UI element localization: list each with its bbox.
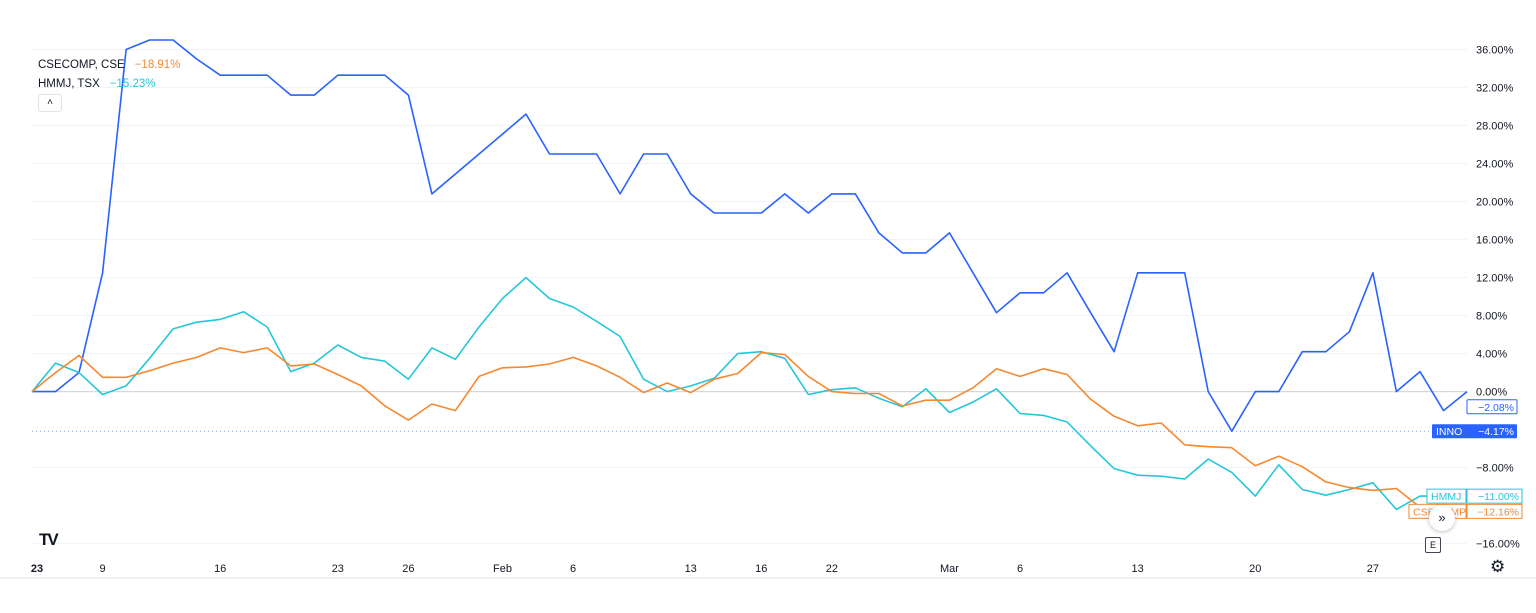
logo-text: TV [39, 530, 59, 549]
series-line-inno[interactable] [32, 39, 1468, 433]
x-tick-label: 16 [214, 563, 226, 575]
series-line-hmmj[interactable] [31, 276, 1444, 511]
y-tick-label: 16.00% [1476, 235, 1514, 247]
series-line-csecomp[interactable] [31, 347, 1421, 508]
x-tick-label: 6 [570, 563, 576, 575]
x-tick-label: 23 [31, 563, 43, 575]
gear-icon: ⚙ [1490, 557, 1506, 576]
events-button[interactable]: E [1425, 537, 1441, 553]
price-scale-box [1466, 399, 1518, 415]
x-tick-label: 22 [826, 563, 838, 575]
legend-symbol: HMMJ, TSX [38, 78, 100, 90]
hmmj-value-box [1466, 488, 1523, 504]
chevron-up-icon: ˄ [47, 97, 53, 108]
hmmj-badge [1426, 488, 1467, 504]
x-tick-label: Feb [493, 563, 512, 575]
double-chevron-right-icon: » [1438, 510, 1446, 525]
x-tick-label: Mar [940, 563, 959, 575]
y-tick-label: −16.00% [1476, 539, 1520, 551]
e-label: E [1429, 540, 1436, 550]
legend-change: −15.23% [109, 78, 156, 90]
x-tick-label: 9 [100, 563, 106, 575]
y-tick-label: −8.00% [1476, 463, 1514, 475]
hmmj-badge-name: HMMJ [1431, 491, 1461, 503]
legend: CSECOMP, CSE −18.91% HMMJ, TSX −15.23% [38, 56, 180, 94]
x-tick-label: 13 [685, 563, 697, 575]
x-tick-label: 13 [1132, 563, 1144, 575]
y-tick-label: 32.00% [1476, 83, 1514, 95]
x-tick-label: 16 [755, 563, 767, 575]
hmmj-badge-value: −11.00% [1478, 491, 1519, 503]
price-scale-value: −2.08% [1478, 402, 1514, 414]
y-tick-label: 24.00% [1476, 159, 1514, 171]
scroll-to-realtime-button[interactable]: » [1429, 505, 1455, 531]
x-tick-label: 26 [402, 563, 414, 575]
inno-badge [1432, 424, 1517, 439]
inno-badge-value: −4.17% [1478, 426, 1514, 438]
legend-item-csecomp[interactable]: CSECOMP, CSE −18.91% [38, 56, 180, 75]
x-tick-label: 27 [1367, 563, 1379, 575]
inno-badge-name: INNO [1436, 426, 1462, 438]
y-tick-label: 4.00% [1476, 349, 1507, 361]
x-tick-label: 20 [1249, 563, 1261, 575]
x-tick-label: 6 [1017, 563, 1023, 575]
y-tick-label: 20.00% [1476, 197, 1514, 209]
legend-change: −18.91% [134, 59, 181, 71]
x-tick-label: 23 [332, 563, 344, 575]
collapse-legend-button[interactable]: ˄ [38, 94, 62, 112]
y-tick-label: 12.00% [1476, 273, 1514, 285]
csecomp-badge-value: −12.16% [1477, 506, 1519, 518]
settings-button[interactable]: ⚙ [1490, 557, 1505, 577]
legend-symbol: CSECOMP, CSE [38, 59, 125, 71]
legend-item-hmmj[interactable]: HMMJ, TSX −15.23% [38, 75, 180, 94]
y-tick-label: 8.00% [1476, 311, 1507, 323]
csecomp-value-box [1466, 503, 1523, 519]
y-tick-label: 28.00% [1476, 121, 1514, 133]
tradingview-logo[interactable]: TV [39, 530, 59, 550]
y-tick-label: 0.00% [1476, 387, 1507, 399]
y-tick-label: 36.00% [1476, 45, 1514, 57]
